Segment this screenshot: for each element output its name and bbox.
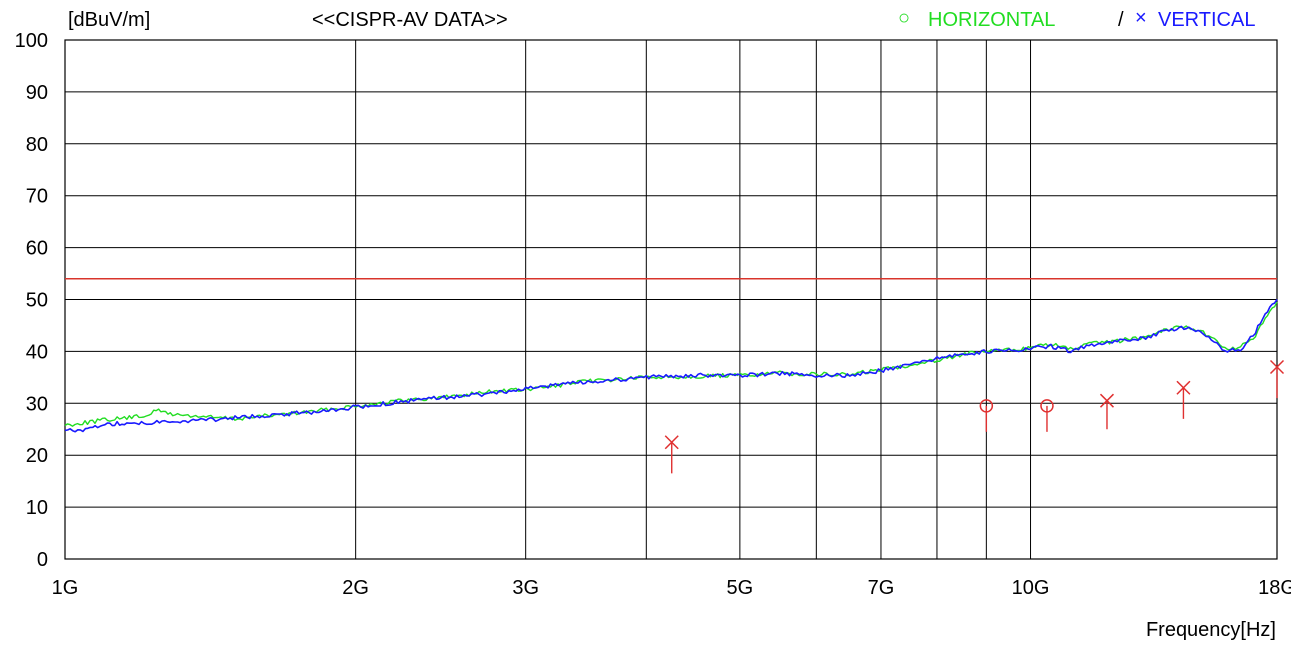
x-tick-label: 7G <box>868 577 895 599</box>
av-marker-cross-b <box>1176 380 1191 395</box>
y-tick-label: 40 <box>26 341 48 363</box>
x-tick-label: 3G <box>512 577 539 599</box>
series-layer <box>64 299 1278 433</box>
grid-layer <box>64 39 1278 560</box>
y-tick-label: 70 <box>26 186 48 208</box>
av-marker-circle <box>979 399 994 413</box>
series-line-vertical <box>64 299 1278 433</box>
av-marker-cross-b <box>1099 393 1115 408</box>
x-axis-title: Frequency[Hz] <box>1146 619 1276 641</box>
legend-vertical-symbol: × <box>1135 7 1147 29</box>
y-axis-unit-label: [dBuV/m] <box>68 9 150 31</box>
legend-horizontal-symbol: ○ <box>898 7 910 29</box>
y-tick-label: 0 <box>37 549 48 571</box>
y-tick-label: 50 <box>26 290 48 312</box>
y-tick-label: 20 <box>26 445 48 467</box>
av-marker-cross-b <box>1269 359 1285 375</box>
x-tick-label: 2G <box>342 577 369 599</box>
y-tick-label: 90 <box>26 82 48 104</box>
x-tick-label: 1G <box>52 577 79 599</box>
av-marker-circle <box>1040 399 1054 413</box>
y-tick-label: 30 <box>26 393 48 415</box>
av-marker-cross-b <box>664 435 679 450</box>
y-tick-label: 80 <box>26 134 48 156</box>
x-tick-label: 5G <box>727 577 754 599</box>
y-tick-label: 100 <box>15 30 48 52</box>
series-line-horizontal <box>64 301 1278 427</box>
y-tick-label: 60 <box>26 238 48 260</box>
chart-title: <<CISPR-AV DATA>> <box>312 9 508 31</box>
x-tick-label: 18G <box>1258 577 1291 599</box>
legend-vertical-label: VERTICAL <box>1158 9 1255 31</box>
y-tick-label: 10 <box>26 497 48 519</box>
x-tick-label: 10G <box>1012 577 1050 599</box>
legend-horizontal-label: HORIZONTAL <box>928 9 1055 31</box>
axis-label-layer: 0 10 20 30 40 50 60 70 80 90 100 1G 2G 3G 5G 7G 10G 18G <box>15 30 1291 599</box>
legend-separator: / <box>1118 9 1124 31</box>
marker-layer <box>664 359 1285 474</box>
